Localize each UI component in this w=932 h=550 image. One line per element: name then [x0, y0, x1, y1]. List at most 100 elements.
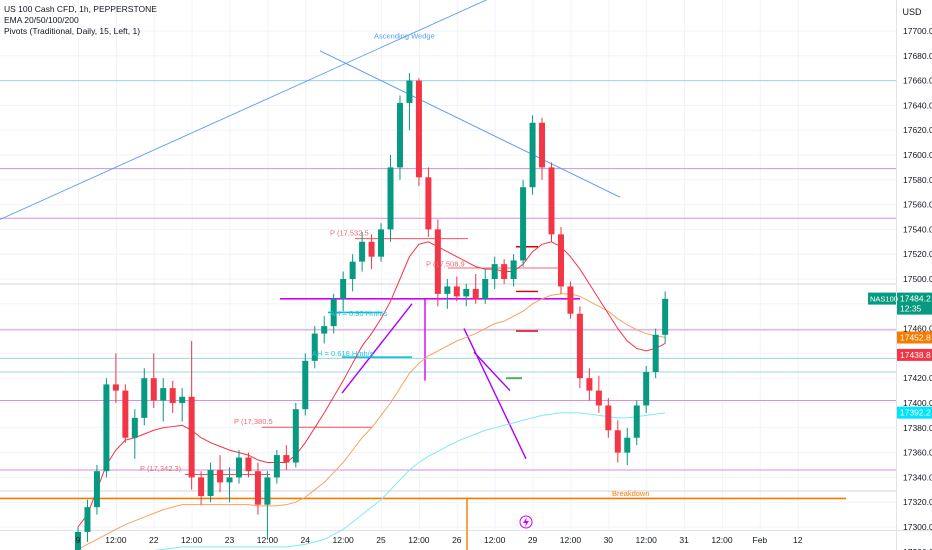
- y-tick-label: 17640.0: [903, 100, 932, 110]
- flash-icon[interactable]: [519, 515, 533, 529]
- ema-50-line: [77, 293, 666, 550]
- candle-body[interactable]: [529, 122, 536, 188]
- candle-body[interactable]: [510, 260, 517, 279]
- candle-body[interactable]: [368, 241, 375, 257]
- pivots-indicator-label[interactable]: Pivots (Traditional, Daily, 15, Left, 1): [4, 26, 141, 36]
- candle-body[interactable]: [141, 378, 148, 418]
- ema-20-line: [77, 241, 666, 528]
- candle-body[interactable]: [292, 409, 299, 463]
- candle-body[interactable]: [340, 279, 347, 299]
- candle-body[interactable]: [169, 388, 176, 403]
- candle-body[interactable]: [359, 241, 366, 262]
- candle-body[interactable]: [491, 264, 498, 279]
- candle-body[interactable]: [217, 469, 224, 483]
- chart-annotation: P (17,532.5: [330, 229, 369, 238]
- chart-annotation: AH = 0.90 Hmh/s: [330, 309, 388, 318]
- y-tick-label: 17580.0: [903, 175, 932, 185]
- candle-body[interactable]: [264, 477, 271, 505]
- candle-body[interactable]: [150, 378, 157, 401]
- candle-body[interactable]: [643, 372, 650, 406]
- candle-body[interactable]: [624, 437, 631, 453]
- candle-body[interactable]: [349, 261, 356, 279]
- y-tick-label: 17300.0: [903, 522, 932, 532]
- candle-body[interactable]: [633, 405, 640, 438]
- candle-body[interactable]: [557, 234, 564, 287]
- candle-body[interactable]: [378, 229, 385, 257]
- x-tick-label: 24: [301, 535, 311, 545]
- x-tick-label: 12:00: [636, 535, 658, 545]
- candle-body[interactable]: [84, 507, 91, 532]
- candle-body[interactable]: [415, 80, 422, 178]
- candle-body[interactable]: [387, 167, 394, 230]
- candle-body[interactable]: [160, 388, 167, 401]
- candle-body[interactable]: [434, 229, 441, 294]
- currency-button[interactable]: USD: [902, 7, 922, 17]
- candle-body[interactable]: [652, 334, 659, 372]
- wedge-line: [473, 351, 511, 392]
- candle-body[interactable]: [207, 469, 214, 496]
- x-tick-label: 9: [76, 535, 81, 545]
- candle-body[interactable]: [453, 286, 460, 297]
- candle-body[interactable]: [131, 417, 138, 438]
- candle-body[interactable]: [226, 477, 233, 483]
- candle-body[interactable]: [302, 360, 309, 410]
- candle-body[interactable]: [122, 390, 129, 438]
- x-tick-label: 12:00: [560, 535, 582, 545]
- price-tag-time: 12:35: [900, 304, 922, 314]
- candle-body[interactable]: [501, 264, 508, 279]
- time-axis[interactable]: 9 12:00 22 12:00 23 12:00 24 12:00 25 12:00 26 12:0…: [76, 535, 803, 545]
- candle-body[interactable]: [614, 430, 621, 453]
- candle-body[interactable]: [548, 167, 555, 235]
- candle-body[interactable]: [586, 378, 593, 391]
- candle-body[interactable]: [482, 279, 489, 299]
- candle-body[interactable]: [103, 384, 110, 472]
- candle-body[interactable]: [330, 298, 337, 327]
- candle-body[interactable]: [463, 288, 470, 297]
- candle-body[interactable]: [662, 298, 669, 335]
- y-tick-label: 17620.0: [903, 125, 932, 135]
- candle-body[interactable]: [444, 286, 451, 294]
- candle-body[interactable]: [396, 102, 403, 168]
- x-tick-label: 12:00: [181, 535, 203, 545]
- candle-body[interactable]: [321, 326, 328, 334]
- y-tick-label: 17500.0: [903, 274, 932, 284]
- candle-body[interactable]: [406, 80, 413, 103]
- chart-drawings: [0, 0, 621, 550]
- candle-body[interactable]: [188, 396, 195, 478]
- x-tick-label: 25: [376, 535, 386, 545]
- candle-body[interactable]: [235, 457, 242, 478]
- candle-body[interactable]: [93, 471, 100, 508]
- candle-body[interactable]: [567, 286, 574, 314]
- candle-body[interactable]: [179, 396, 186, 403]
- ema-100-line: [154, 412, 666, 550]
- candle-body[interactable]: [245, 457, 252, 472]
- candle-body[interactable]: [595, 390, 602, 406]
- candle-body[interactable]: [112, 384, 119, 391]
- symbol-title[interactable]: US 100 Cash CFD, 1h, PEPPERSTONE: [4, 4, 157, 14]
- candle-body[interactable]: [605, 405, 612, 431]
- candle-body[interactable]: [254, 471, 261, 505]
- candle-body[interactable]: [273, 455, 280, 478]
- candle-body[interactable]: [311, 333, 318, 361]
- x-tick-label: 26: [452, 535, 462, 545]
- x-tick-label: 12:00: [105, 535, 127, 545]
- y-tick-label: 17400.0: [903, 398, 932, 408]
- ema-indicator-label[interactable]: EMA 20/50/100/200: [4, 15, 79, 25]
- candle-body[interactable]: [539, 122, 546, 168]
- price-axis[interactable]: 17700.0 17680.0 17660.0 17640.0 17620.0 17600…: [903, 26, 932, 550]
- candlestick-series[interactable]: [75, 73, 669, 550]
- candle-body[interactable]: [520, 187, 527, 261]
- x-tick-label: 12:00: [711, 535, 733, 545]
- descending-trendline: [319, 50, 621, 198]
- series-name: NAS100: [870, 295, 898, 304]
- candle-body[interactable]: [576, 313, 583, 379]
- candle-body[interactable]: [425, 177, 432, 230]
- candle-body[interactable]: [75, 531, 81, 550]
- y-tick-label: 17380.0: [903, 423, 932, 433]
- x-tick-label: 23: [225, 535, 235, 545]
- candle-body[interactable]: [283, 455, 290, 463]
- candle-body[interactable]: [198, 477, 205, 496]
- candle-body[interactable]: [472, 288, 479, 299]
